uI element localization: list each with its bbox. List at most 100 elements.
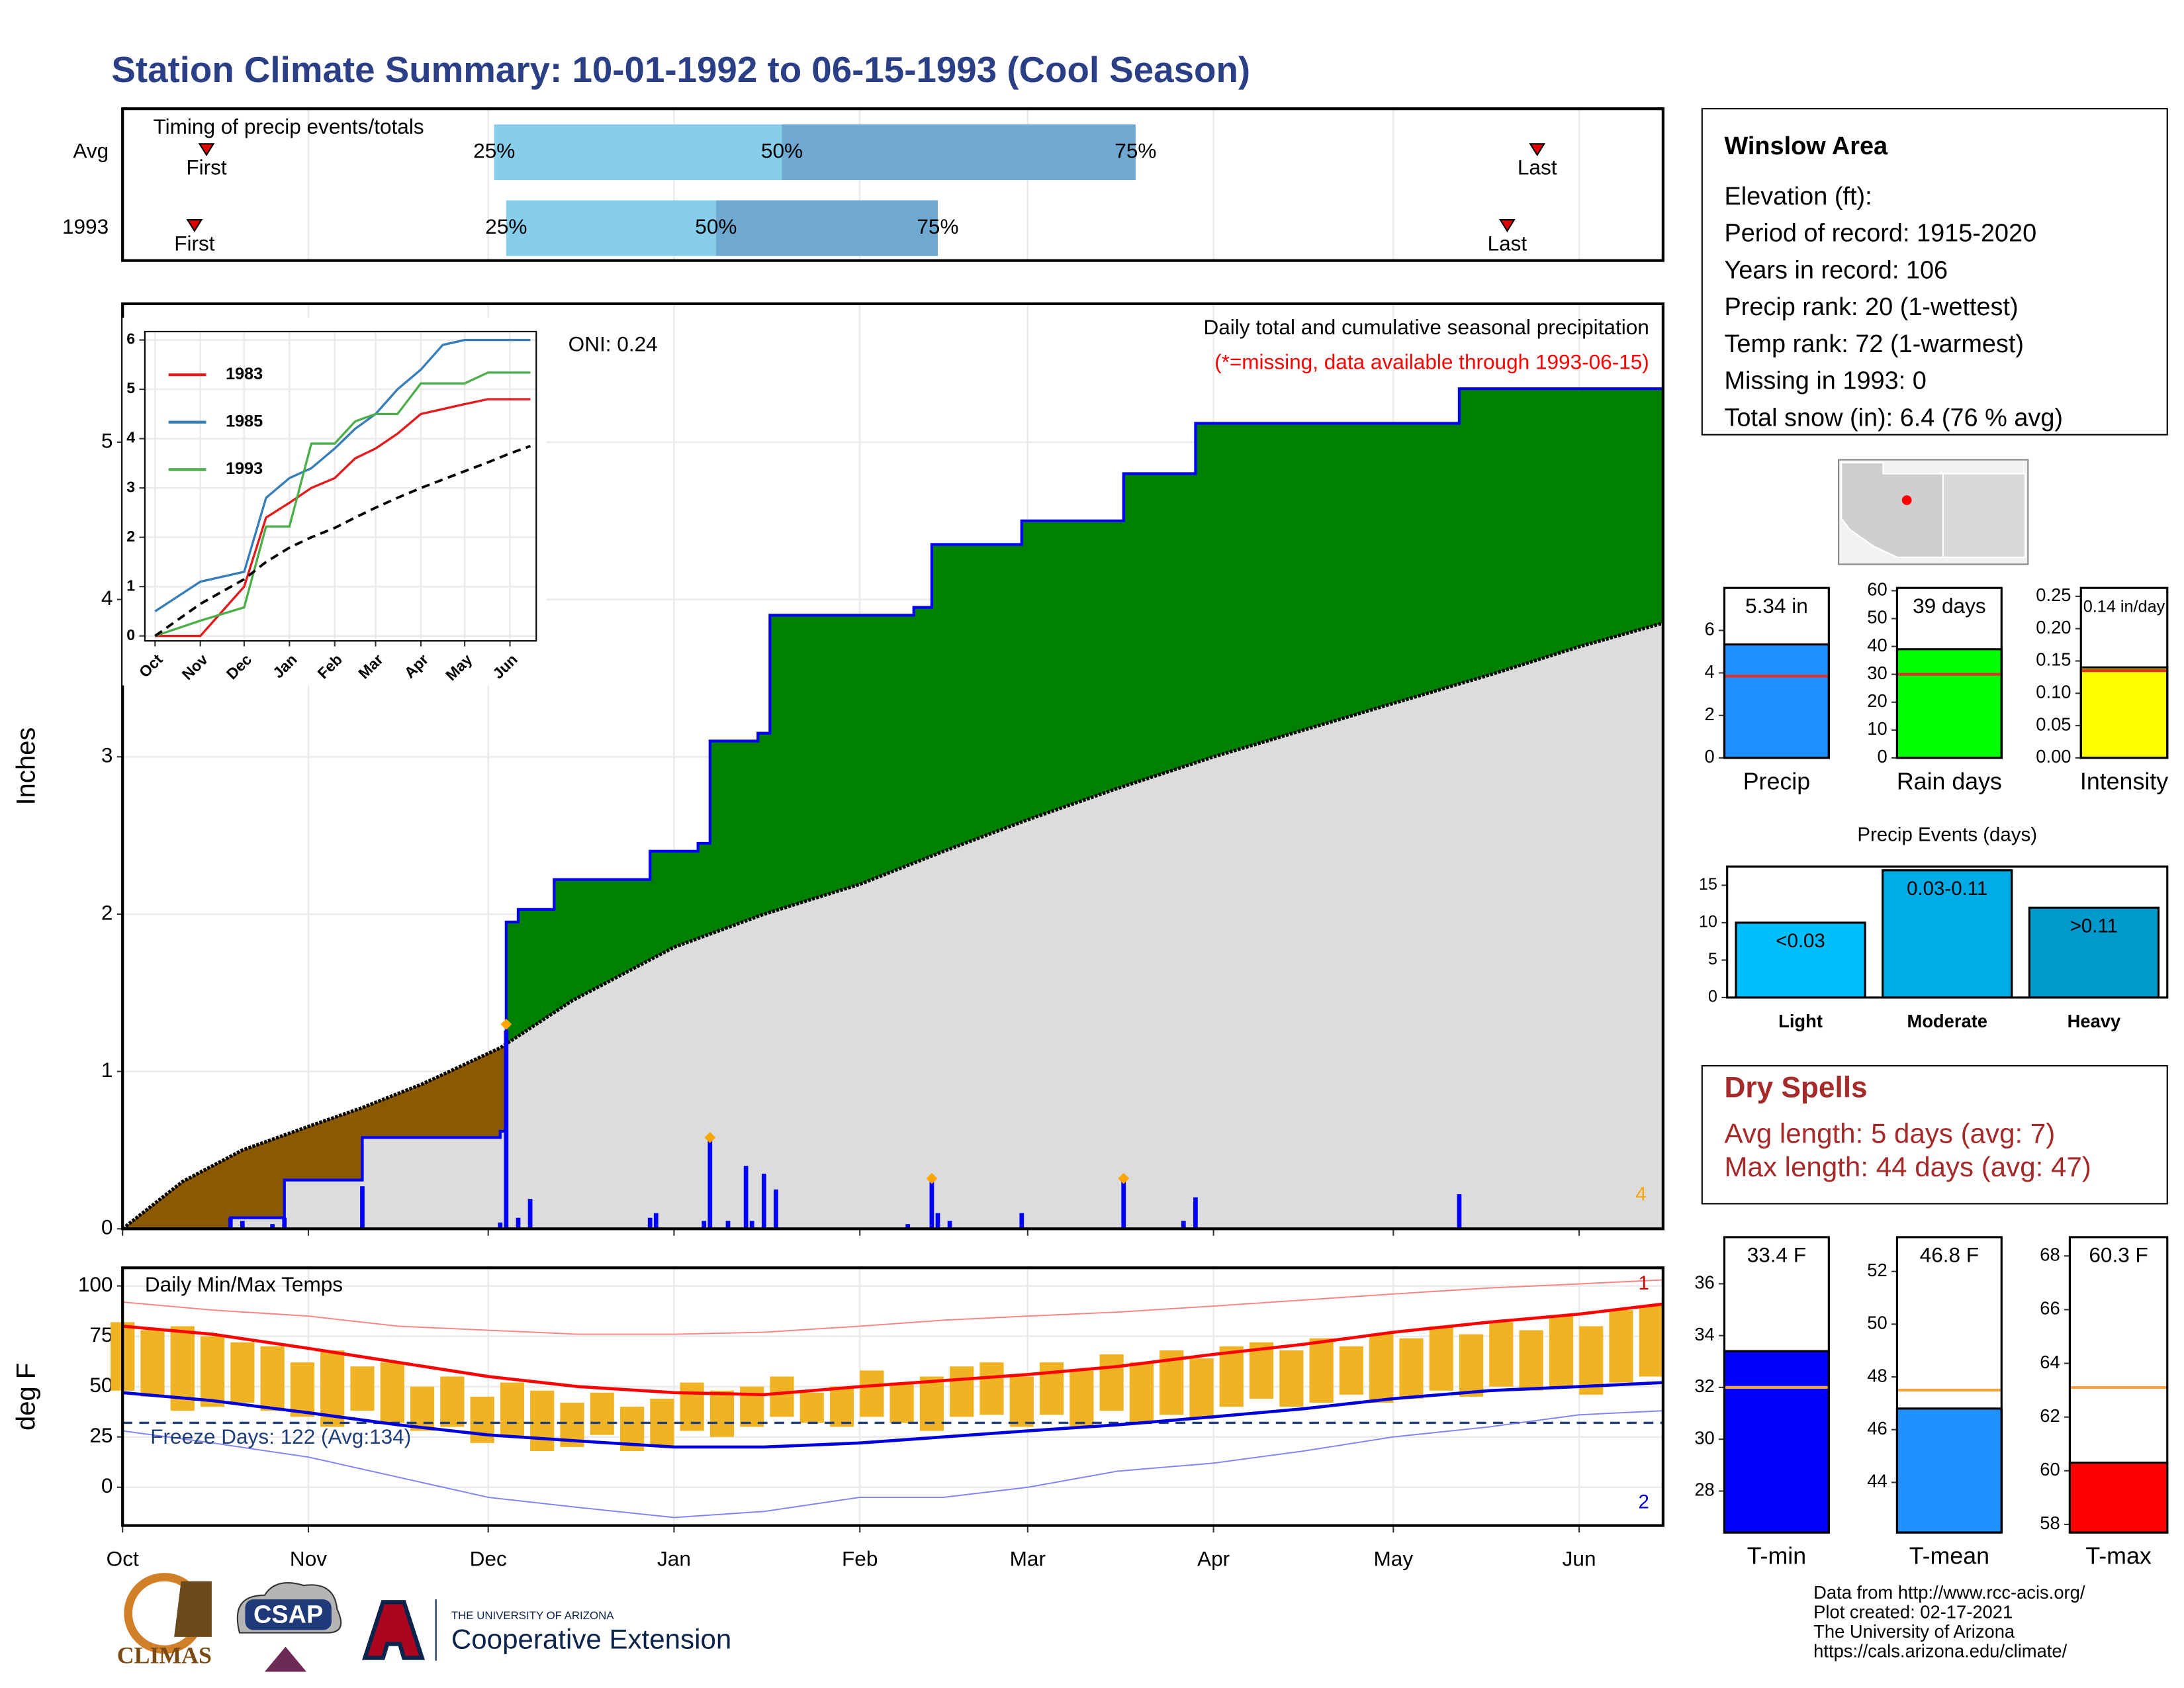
y-tick-label: 0.20: [2036, 617, 2071, 637]
info-line: Missing in 1993: 0: [1724, 367, 1926, 395]
y-tick-label: 1: [101, 1058, 113, 1082]
temp-range-bar: [1639, 1306, 1663, 1377]
y-tick-label: 44: [1867, 1471, 1887, 1491]
daily-bar: [929, 1178, 934, 1229]
bar: [2068, 1462, 2169, 1534]
y-tick-label: 50: [1867, 1313, 1887, 1333]
daily-bar: [282, 1217, 287, 1229]
series-line: [154, 371, 531, 637]
temp-range-bar: [350, 1366, 375, 1411]
dry-title: Dry Spells: [1724, 1072, 1867, 1104]
temp-range-bar: [799, 1392, 824, 1423]
page-title: Station Climate Summary: 10-01-1992 to 0…: [111, 49, 1250, 90]
bar: [2028, 906, 2160, 999]
temp-range-bar: [1609, 1310, 1633, 1383]
y-tick-label: 0: [101, 1474, 113, 1497]
temp-range-bar: [440, 1376, 465, 1427]
range-label: 0.03-0.11: [1907, 878, 1987, 900]
quantile-bar: [494, 124, 782, 181]
daily-bar: [1121, 1178, 1126, 1229]
y-tick-label: 0.15: [2036, 649, 2071, 670]
panel-frame: [2079, 586, 2169, 759]
y-tick-label: 0.00: [2036, 746, 2071, 767]
panel-bg: [144, 331, 537, 641]
y-tick-label: 75: [89, 1323, 113, 1346]
quantile-label: 75%: [1115, 138, 1156, 162]
y-tick-label: 4: [1705, 661, 1715, 682]
category-label: Intensity: [2080, 768, 2168, 794]
corner-label: 1: [1638, 1272, 1649, 1294]
chart-subtitle: (*=missing, data available through 1993-…: [1214, 350, 1649, 374]
temp-line: [122, 1381, 1663, 1449]
y-tick-label: 10: [1867, 718, 1887, 739]
daily-bar: [1181, 1221, 1186, 1229]
dry-line: Avg length: 5 days (avg: 7): [1724, 1117, 2055, 1149]
temp-range-bar: [1009, 1376, 1034, 1427]
y-tick-label: 3: [101, 743, 113, 767]
y-tick-label: 0.10: [2036, 682, 2071, 702]
temp-range-bar: [1279, 1350, 1304, 1407]
range-label: >0.11: [2070, 915, 2118, 937]
quantile-label: 75%: [917, 214, 958, 238]
event-marker: [198, 143, 215, 157]
daily-bar: [647, 1217, 653, 1229]
daily-bar: [947, 1221, 952, 1229]
legend-label: 1983: [226, 365, 263, 383]
bar: [1723, 1350, 1830, 1534]
info-box: [1701, 108, 2168, 436]
temp-range-bar: [230, 1342, 255, 1403]
credit-line: Data from http://www.rcc-acis.org/: [1813, 1582, 2085, 1603]
corner-label: 2: [1638, 1491, 1649, 1513]
temp-range-bar: [590, 1392, 614, 1435]
y-tick-label: 40: [1867, 635, 1887, 655]
x-tick-label: May: [1374, 1547, 1414, 1571]
chart-title: Daily total and cumulative seasonal prec…: [1203, 315, 1649, 339]
annotation: ONI: 0.24: [569, 332, 658, 355]
y-tick-label: 2: [1705, 704, 1715, 724]
cumulative-line: [122, 387, 1663, 1231]
temp-range-bar: [860, 1370, 884, 1417]
daily-bar: [228, 1217, 233, 1229]
panel-title: Timing of precip events/totals: [154, 115, 424, 138]
series-line: [155, 398, 531, 637]
event-marker: [1529, 143, 1546, 157]
panel-frame: [1895, 586, 2003, 759]
info-line: Period of record: 1915-2020: [1724, 220, 2036, 248]
y-tick-label: 32: [1694, 1376, 1714, 1396]
temp-range-bar: [950, 1366, 974, 1417]
category-label: T-mean: [1909, 1542, 1989, 1569]
event-label: First: [174, 231, 215, 255]
y-tick-label: 0: [126, 626, 135, 643]
inset-frame: [144, 330, 537, 642]
info-line: Elevation (ft):: [1724, 183, 1872, 211]
daily-bar: [653, 1213, 659, 1229]
panel-title: Daily Min/Max Temps: [145, 1272, 343, 1296]
temp-range-bar: [829, 1386, 854, 1427]
daily-bar: [516, 1217, 521, 1229]
dry-spells-box: [1701, 1064, 2168, 1205]
category-label: Rain days: [1897, 768, 2002, 794]
y-tick-label: 60: [2040, 1459, 2060, 1479]
logo-text: Cooperative Extension: [451, 1623, 731, 1654]
csap-logo: [245, 1599, 332, 1630]
temp-range-bar: [1519, 1330, 1543, 1391]
y-tick-label: 0.25: [2036, 585, 2071, 605]
y-tick-label: 0: [101, 1215, 113, 1239]
y-tick-label: 0: [1708, 988, 1717, 1006]
y-tick-label: 20: [1867, 690, 1887, 711]
station-dot: [1901, 495, 1912, 505]
temp-line: [122, 1410, 1663, 1519]
temp-range-bar: [1429, 1326, 1453, 1391]
event-label: Last: [1488, 231, 1527, 255]
temp-range-bar: [200, 1336, 225, 1407]
credit-line: The University of Arizona: [1813, 1621, 2015, 1642]
category-label: Precip: [1743, 768, 1810, 794]
panel-frame: [1895, 1236, 2003, 1534]
y-tick-label: 5: [101, 428, 113, 452]
y-tick-label: 0: [1878, 746, 1888, 767]
event-label: Last: [1518, 156, 1557, 179]
info-line: Years in record: 106: [1724, 256, 1948, 284]
daily-bar: [707, 1137, 713, 1229]
event-marker: [186, 218, 203, 232]
